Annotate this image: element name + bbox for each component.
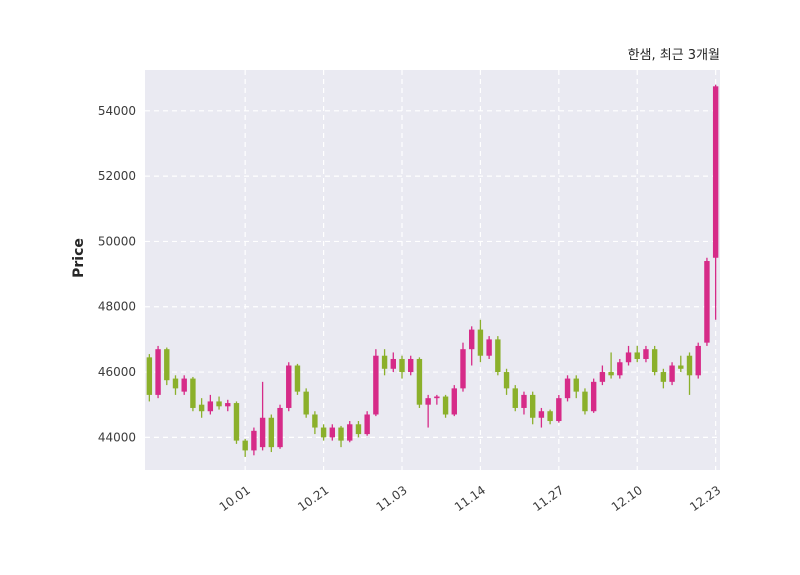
y-tick-label: 48000 xyxy=(98,300,136,314)
candle-body xyxy=(669,365,675,382)
candle-body xyxy=(164,349,170,381)
candle-body xyxy=(277,407,283,448)
candle-body xyxy=(268,417,275,448)
plot-area xyxy=(145,70,720,470)
candle-body xyxy=(216,401,222,407)
candle-body xyxy=(521,394,527,408)
candle-body xyxy=(678,365,684,369)
x-tick-label: 11.27 xyxy=(530,483,566,514)
candle-body xyxy=(643,349,649,359)
candle-body xyxy=(347,424,353,441)
candle-body xyxy=(242,440,248,451)
candle-body xyxy=(146,357,153,395)
candle-body xyxy=(198,404,205,412)
candle-body xyxy=(155,349,161,395)
candle-body xyxy=(294,365,301,392)
candle-body xyxy=(695,345,701,376)
candle-body xyxy=(486,339,492,356)
candle-body xyxy=(495,339,501,373)
candle-body xyxy=(460,349,466,389)
candle-body xyxy=(477,329,484,356)
candle-body xyxy=(207,401,214,412)
candle-body xyxy=(233,403,240,441)
x-tick-label: 11.03 xyxy=(374,483,410,514)
x-tick-label: 10.01 xyxy=(217,483,253,514)
x-tick-label: 12.23 xyxy=(687,483,723,514)
candle-body xyxy=(320,427,327,438)
candle-body xyxy=(660,372,667,382)
candle-body xyxy=(225,403,231,407)
candle-body xyxy=(529,394,536,418)
x-tick-label: 10.21 xyxy=(295,483,331,514)
chart-title: 한샘, 최근 3개월 xyxy=(627,48,720,63)
candle-body xyxy=(686,355,693,376)
candle-body xyxy=(442,396,449,415)
candle-body xyxy=(512,388,518,408)
y-tick-label: 44000 xyxy=(98,430,136,444)
candle-body xyxy=(582,391,588,412)
candle-body xyxy=(408,358,414,373)
candle-body xyxy=(190,378,196,408)
candle-body xyxy=(172,378,179,389)
candle-body xyxy=(451,388,457,415)
candle-body xyxy=(373,355,379,415)
candle-body xyxy=(573,378,579,392)
candle-body xyxy=(704,261,710,343)
candle-body xyxy=(538,411,545,418)
y-tick-label: 46000 xyxy=(98,365,136,379)
x-tick-label: 12.10 xyxy=(609,483,645,514)
candle-body xyxy=(181,378,187,392)
candle-body xyxy=(416,358,423,405)
candle-body xyxy=(617,362,623,376)
candle-body xyxy=(564,378,571,399)
x-tick-label: 11.14 xyxy=(452,483,488,514)
candle-body xyxy=(251,430,257,451)
candle-body xyxy=(590,381,597,412)
candle-body xyxy=(625,352,632,363)
candle-body xyxy=(259,417,266,448)
candle-body xyxy=(634,352,640,359)
candle-body xyxy=(355,424,362,435)
y-tick-label: 52000 xyxy=(98,169,136,183)
y-axis-label: Price xyxy=(71,238,87,278)
candle-body xyxy=(434,396,440,399)
candle-body xyxy=(286,365,292,408)
candle-body xyxy=(390,358,396,369)
candle-body xyxy=(364,414,370,435)
candle-body xyxy=(425,398,431,405)
candle-body xyxy=(312,414,318,428)
candle-body xyxy=(712,86,719,258)
candle-body xyxy=(651,349,658,373)
candle-body xyxy=(381,355,388,369)
candle-body xyxy=(303,391,309,415)
candle-body xyxy=(338,427,344,441)
candle-body xyxy=(329,427,336,438)
candle-body xyxy=(608,372,614,376)
candle-body xyxy=(503,372,510,389)
y-tick-label: 54000 xyxy=(98,104,136,118)
candle-body xyxy=(556,398,562,422)
candle-body xyxy=(399,358,405,373)
candle-body xyxy=(599,372,606,382)
candle-body xyxy=(547,411,553,422)
candle-body xyxy=(469,329,475,350)
y-tick-label: 50000 xyxy=(98,234,136,248)
